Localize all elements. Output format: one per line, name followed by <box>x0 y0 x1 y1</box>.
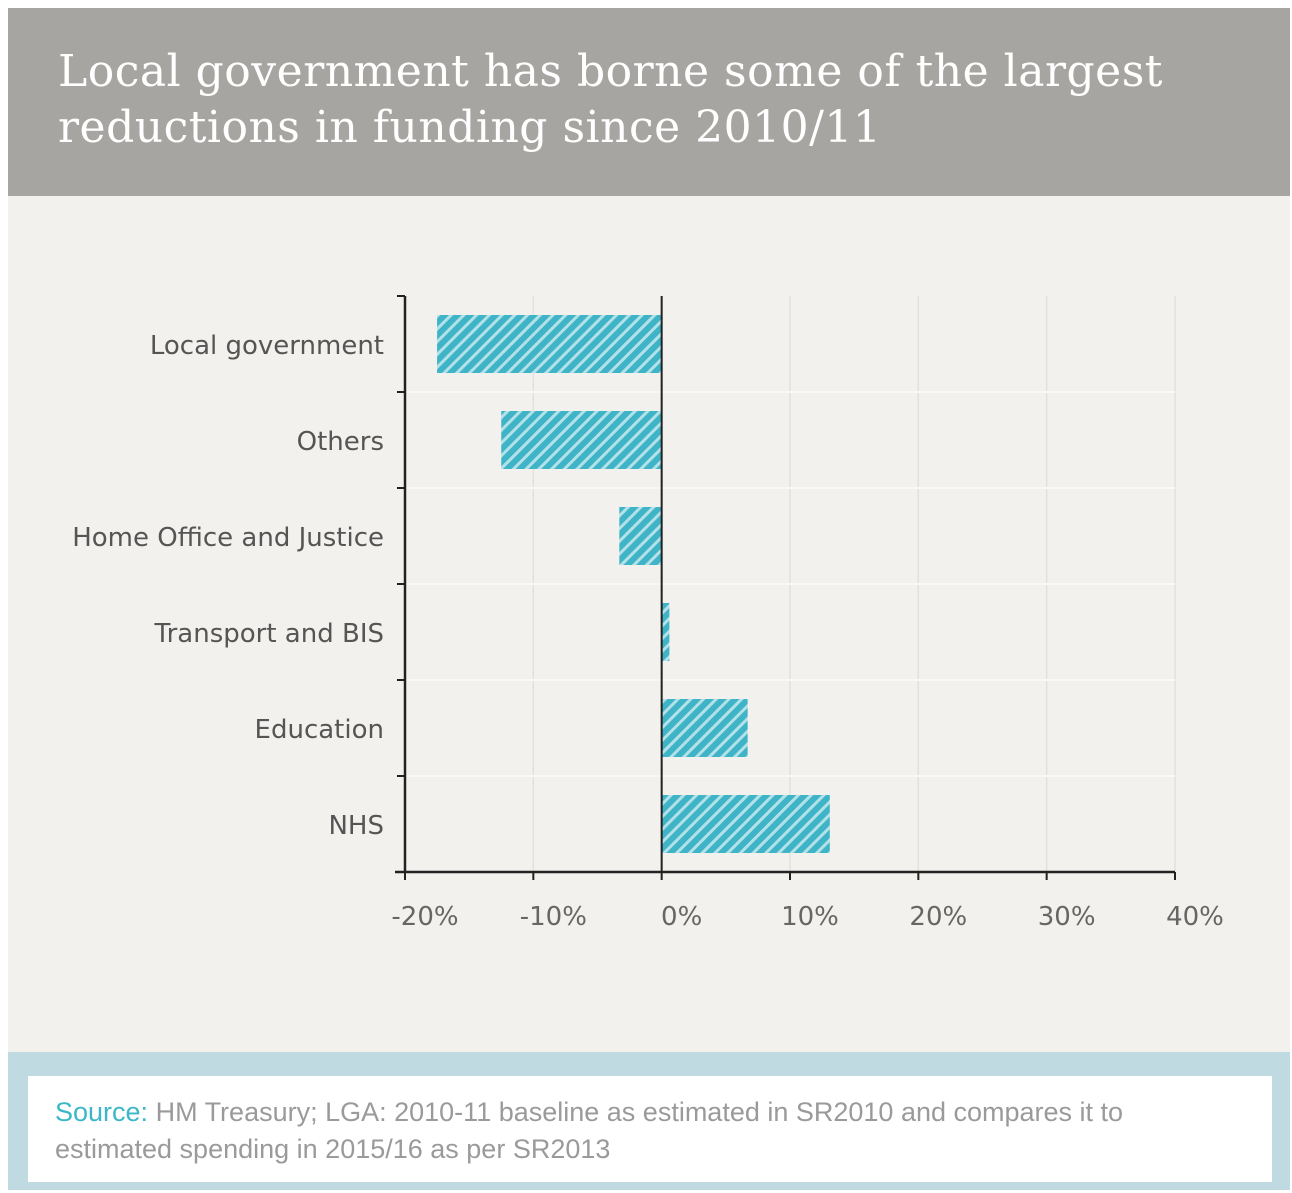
source-label: Source: <box>55 1097 149 1127</box>
category-label: Transport and BIS <box>154 619 384 649</box>
source-box: Source: HM Treasury; LGA: 2010-11 baseli… <box>28 1076 1272 1182</box>
bar-local-government <box>437 315 662 373</box>
x-tick-label: 10% <box>781 902 839 932</box>
bar-chart: Local government Others Home Office and Ju… <box>72 295 1224 932</box>
category-label: Education <box>255 715 384 745</box>
x-tick-label: 0% <box>661 902 702 932</box>
bar-others <box>501 411 662 469</box>
bar-nhs <box>661 795 830 853</box>
source-footer: Source: HM Treasury; LGA: 2010-11 baseli… <box>8 1052 1290 1190</box>
chart-area: Local government Others Home Office and Ju… <box>8 196 1290 1052</box>
source-text: HM Treasury; LGA: 2010-11 baseline as es… <box>55 1097 1124 1164</box>
x-tick-label: 40% <box>1166 902 1224 932</box>
infographic-frame: Local government has borne some of the l… <box>8 8 1290 1190</box>
x-tick-label: 30% <box>1038 902 1096 932</box>
category-label: Local government <box>150 331 384 361</box>
bar-home-office-and-justice <box>619 507 662 565</box>
category-label: NHS <box>328 811 384 841</box>
bar-transport-and-bis <box>661 603 670 661</box>
x-tick-label: -10% <box>520 902 587 932</box>
x-tick-label: 20% <box>909 902 967 932</box>
category-label: Home Office and Justice <box>72 523 384 553</box>
x-tick-label: -20% <box>391 902 458 932</box>
chart-title: Local government has borne some of the l… <box>58 46 1163 153</box>
source-note: Source: HM Treasury; LGA: 2010-11 baseli… <box>55 1094 1235 1168</box>
bar-education <box>661 699 748 757</box>
header-band: Local government has borne some of the l… <box>8 8 1290 196</box>
category-label: Others <box>297 427 384 457</box>
